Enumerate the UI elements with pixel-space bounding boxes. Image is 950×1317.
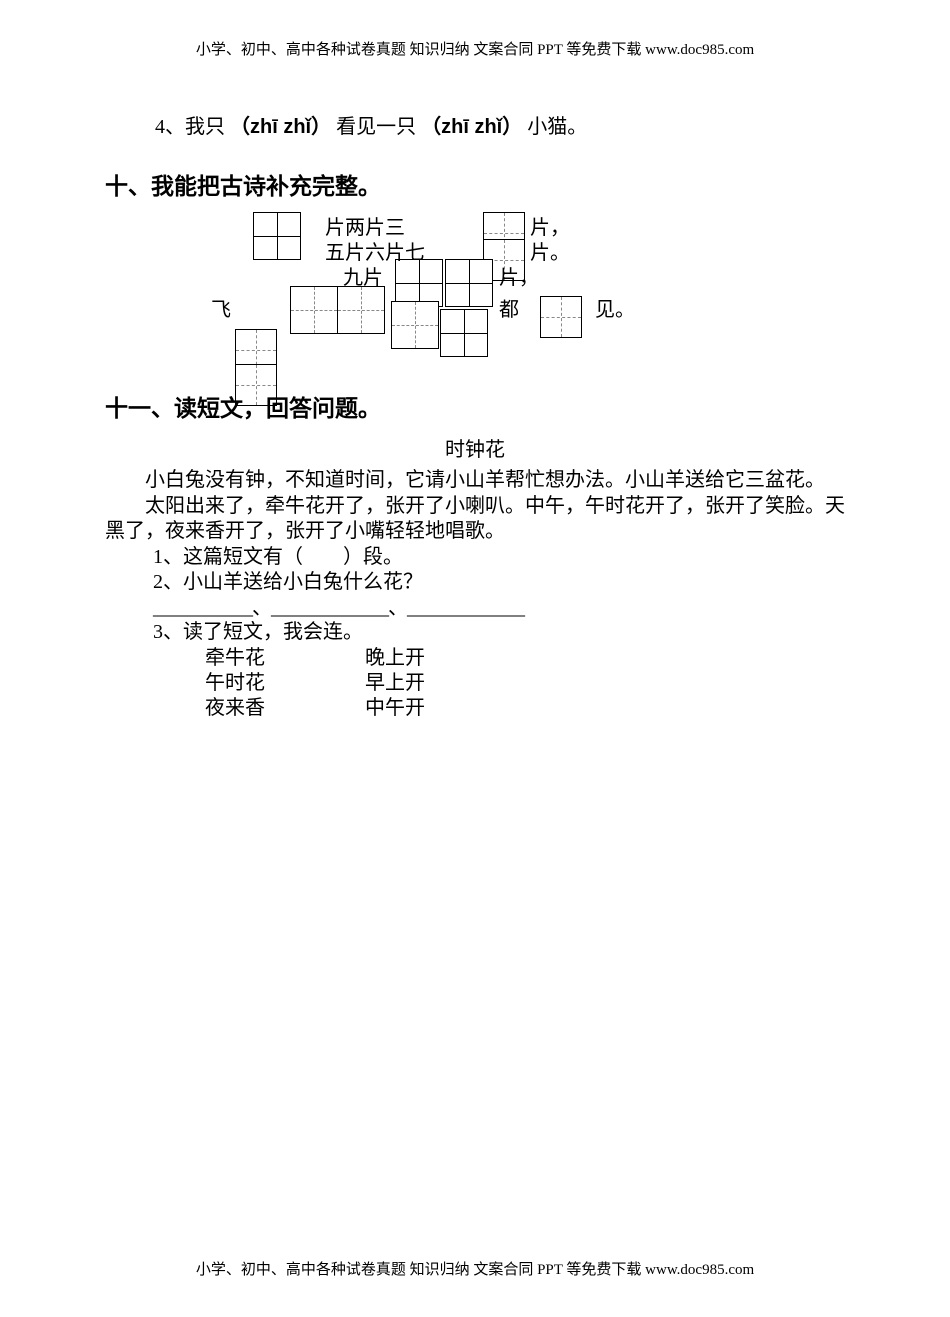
match-row: 午时花早上开 (205, 671, 845, 696)
match-right-item: 中午开 (365, 696, 425, 721)
match-right-item: 晚上开 (365, 646, 425, 671)
q4-prefix: 4、我只 (155, 116, 225, 138)
character-grid-box (440, 309, 488, 357)
reading-passage-title: 时钟花 (105, 433, 845, 462)
character-grid-box (290, 286, 338, 334)
q4-pinyin-2: （zhī zhǐ） (421, 116, 522, 138)
poem-line-3a: 九片 (343, 261, 383, 290)
poem-line-4c: 见。 (595, 293, 635, 322)
character-grid-box (337, 286, 385, 334)
character-grid-box (445, 259, 493, 307)
main-content: 4、我只 （zhī zhǐ） 看见一只 （zhī zhǐ） 小猫。 十、我能把古… (105, 110, 845, 721)
q4-pinyin-1: （zhī zhǐ） (230, 116, 331, 138)
section-11-heading: 十一、读短文，回答问题。 (105, 389, 845, 423)
section-10-heading: 十、我能把古诗补充完整。 (105, 167, 845, 201)
match-left-item: 午时花 (205, 671, 365, 696)
reading-q1: 1、这篇短文有（ ）段。 (153, 545, 845, 571)
character-grid-box (540, 296, 582, 338)
reading-paragraph-1: 小白兔没有钟，不知道时间，它请小山羊帮忙想办法。小山羊送给它三盆花。 (105, 468, 845, 494)
q4-suffix: 小猫。 (527, 116, 587, 138)
para2-text: 太阳出来了，牵牛花开了，张开了小喇叭。中午，午时花开了，张开了笑脸。天黑了，夜来… (105, 495, 845, 543)
reading-q2-blanks: ___________、_____________、_____________ (153, 596, 845, 620)
match-left-item: 夜来香 (205, 696, 365, 721)
q4-mid: 看见一只 (336, 116, 416, 138)
reading-q2: 2、小山羊送给小白兔什么花？ (153, 570, 845, 596)
poem-line-4b: 都 (499, 293, 519, 322)
match-row: 牵牛花晚上开 (205, 646, 845, 671)
reading-q3: 3、读了短文，我会连。 (153, 620, 845, 646)
page-header: 小学、初中、高中各种试卷真题 知识归纳 文案合同 PPT 等免费下载 www.d… (0, 38, 950, 59)
match-left-item: 牵牛花 (205, 646, 365, 671)
match-row: 夜来香中午开 (205, 696, 845, 721)
page-footer: 小学、初中、高中各种试卷真题 知识归纳 文案合同 PPT 等免费下载 www.d… (0, 1258, 950, 1279)
reading-paragraph-2: 太阳出来了，牵牛花开了，张开了小喇叭。中午，午时花开了，张开了笑脸。天黑了，夜来… (105, 494, 845, 545)
character-grid-box (253, 212, 301, 260)
character-grid-box (395, 259, 443, 307)
character-grid-box (391, 301, 439, 349)
poem-fill-area: 片两片三 片， 五片六片七 片。 九片 片， 飞 都 见。 (105, 209, 845, 389)
match-right-item: 早上开 (365, 671, 425, 696)
question-4-line: 4、我只 （zhī zhǐ） 看见一只 （zhī zhǐ） 小猫。 (155, 110, 845, 139)
match-table: 牵牛花晚上开午时花早上开夜来香中午开 (205, 646, 845, 721)
poem-line-3b: 片， (499, 261, 539, 290)
poem-line-4a: 飞 (211, 293, 231, 322)
para1-text: 小白兔没有钟，不知道时间，它请小山羊帮忙想办法。小山羊送给它三盆花。 (145, 469, 825, 491)
